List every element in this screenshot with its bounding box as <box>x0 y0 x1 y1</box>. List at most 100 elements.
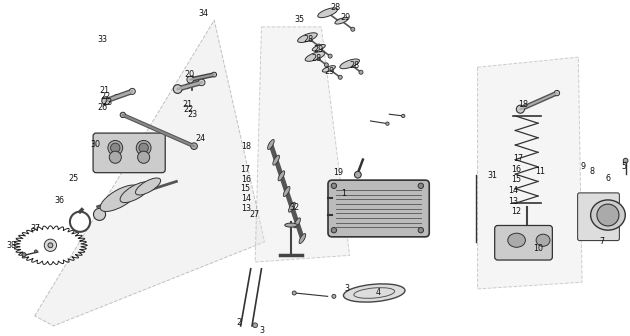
Circle shape <box>108 140 123 155</box>
Text: 15: 15 <box>512 175 522 184</box>
Circle shape <box>328 54 332 58</box>
Circle shape <box>292 291 296 295</box>
Text: 2: 2 <box>237 318 242 327</box>
Circle shape <box>102 97 110 105</box>
Circle shape <box>186 84 190 88</box>
Ellipse shape <box>536 234 550 246</box>
Circle shape <box>351 27 355 31</box>
Circle shape <box>401 114 405 118</box>
Text: 28: 28 <box>350 61 360 70</box>
Text: 11: 11 <box>535 167 545 176</box>
Circle shape <box>337 19 341 23</box>
Text: 28: 28 <box>304 35 314 44</box>
Circle shape <box>129 88 135 94</box>
Ellipse shape <box>508 233 525 247</box>
Ellipse shape <box>100 185 139 211</box>
Ellipse shape <box>297 33 318 42</box>
Circle shape <box>212 72 217 77</box>
FancyBboxPatch shape <box>578 193 619 241</box>
Circle shape <box>331 227 336 233</box>
Circle shape <box>317 44 321 48</box>
Circle shape <box>324 63 328 67</box>
Text: 19: 19 <box>333 168 343 177</box>
Text: 7: 7 <box>599 238 604 246</box>
Polygon shape <box>35 20 265 326</box>
Text: 12: 12 <box>512 207 522 216</box>
Text: 8: 8 <box>590 167 595 176</box>
Circle shape <box>355 171 361 178</box>
Text: 6: 6 <box>605 174 610 182</box>
Text: 23: 23 <box>102 98 112 107</box>
Text: 17: 17 <box>241 165 251 174</box>
Circle shape <box>35 250 37 253</box>
Text: 28: 28 <box>330 3 340 12</box>
Text: 4: 4 <box>375 288 381 297</box>
Polygon shape <box>255 27 350 262</box>
Text: 35: 35 <box>294 15 304 24</box>
Text: 1: 1 <box>341 189 346 198</box>
Circle shape <box>187 76 193 83</box>
Ellipse shape <box>323 66 335 72</box>
Text: 37: 37 <box>30 224 40 233</box>
Ellipse shape <box>318 8 338 17</box>
Text: 29: 29 <box>324 67 335 76</box>
Text: 20: 20 <box>184 70 194 79</box>
Circle shape <box>139 143 148 153</box>
Text: 30: 30 <box>91 140 101 149</box>
Circle shape <box>386 122 389 125</box>
Ellipse shape <box>597 204 619 226</box>
Text: 29: 29 <box>313 45 323 54</box>
Circle shape <box>136 140 151 155</box>
Ellipse shape <box>343 284 405 302</box>
Text: 21: 21 <box>99 86 109 94</box>
Circle shape <box>517 105 524 113</box>
Ellipse shape <box>289 202 295 212</box>
Circle shape <box>173 85 182 93</box>
Text: 16: 16 <box>512 165 522 173</box>
Circle shape <box>109 151 122 163</box>
Circle shape <box>359 70 363 74</box>
Ellipse shape <box>335 17 348 24</box>
Ellipse shape <box>273 155 280 165</box>
Text: 5: 5 <box>621 162 626 171</box>
Circle shape <box>338 75 342 79</box>
Text: 13: 13 <box>508 197 518 206</box>
Text: 29: 29 <box>340 13 350 22</box>
Text: 21: 21 <box>182 100 192 109</box>
Circle shape <box>554 90 559 96</box>
Ellipse shape <box>590 200 626 230</box>
Circle shape <box>253 323 258 328</box>
Circle shape <box>331 183 336 188</box>
Text: 10: 10 <box>534 244 544 253</box>
Circle shape <box>111 143 120 153</box>
Text: 27: 27 <box>249 210 260 219</box>
Text: 14: 14 <box>241 194 251 203</box>
Text: 22: 22 <box>184 105 194 114</box>
Circle shape <box>418 227 423 233</box>
FancyBboxPatch shape <box>93 133 165 173</box>
Text: 32: 32 <box>289 203 299 212</box>
Circle shape <box>115 94 118 98</box>
Circle shape <box>44 239 57 251</box>
Circle shape <box>22 253 26 257</box>
Circle shape <box>190 76 194 80</box>
Text: 3: 3 <box>344 285 349 293</box>
Text: 22: 22 <box>100 92 110 101</box>
Ellipse shape <box>294 218 301 228</box>
Circle shape <box>623 158 628 163</box>
Text: 14: 14 <box>508 186 518 195</box>
FancyBboxPatch shape <box>495 225 553 260</box>
Circle shape <box>48 243 53 248</box>
Ellipse shape <box>135 178 161 195</box>
Text: 24: 24 <box>195 134 205 143</box>
Text: 23: 23 <box>187 111 197 119</box>
Circle shape <box>120 112 125 118</box>
Circle shape <box>418 183 423 188</box>
Text: 18: 18 <box>241 142 251 151</box>
Text: 13: 13 <box>241 204 251 213</box>
Text: 16: 16 <box>241 175 251 183</box>
Text: 17: 17 <box>513 155 524 163</box>
Circle shape <box>198 79 205 86</box>
Text: 9: 9 <box>580 163 585 171</box>
FancyBboxPatch shape <box>328 180 429 237</box>
